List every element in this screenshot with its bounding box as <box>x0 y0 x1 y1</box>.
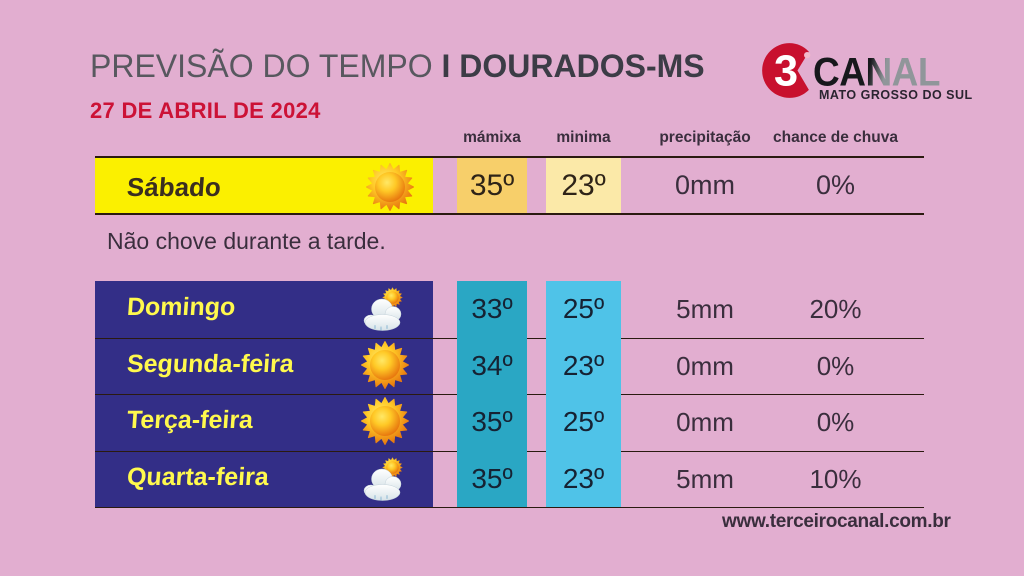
svg-text:3: 3 <box>774 47 798 95</box>
